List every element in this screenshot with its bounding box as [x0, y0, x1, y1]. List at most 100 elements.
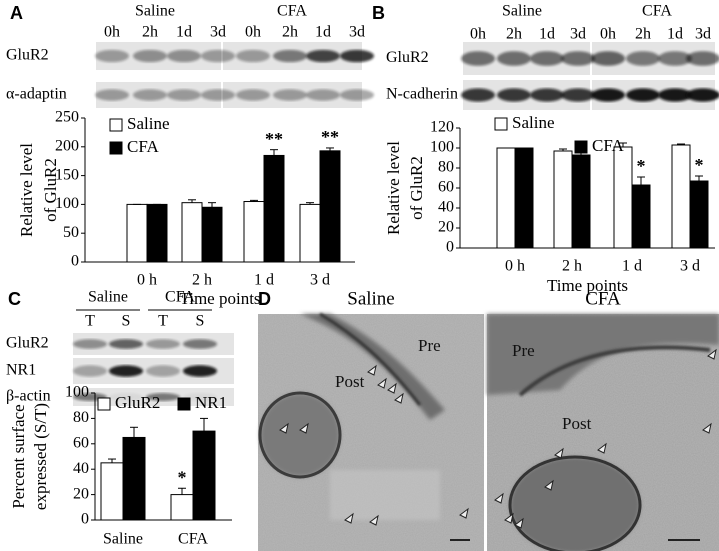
x-tick-label: 0 h: [505, 258, 525, 275]
arrowhead: [554, 447, 564, 459]
bar: [613, 146, 633, 249]
bar: [671, 144, 691, 249]
y-tick-label: 100: [65, 384, 89, 401]
y-tick-label: 200: [55, 137, 79, 154]
micrograph: [487, 314, 719, 551]
significance-marker: *: [637, 156, 646, 176]
legend-label: CFA: [592, 136, 625, 155]
blot-row-label: GluR2: [6, 335, 49, 352]
legend-label: Saline: [127, 114, 170, 133]
arrowhead: [369, 514, 379, 526]
blot-group-label: Saline: [135, 3, 175, 20]
blot-lane-label: T: [85, 313, 95, 330]
bar: [201, 206, 223, 263]
x-axis-label: Time points: [547, 276, 628, 295]
blot-band: [591, 88, 625, 102]
blot-band: [461, 51, 495, 66]
blot-band: [109, 339, 143, 349]
blot-band: [167, 49, 201, 63]
x-tick-label: 1 d: [254, 272, 274, 289]
blot-group-label: CFA: [277, 3, 307, 20]
legend-swatch: [109, 118, 123, 132]
y-tick-label: 100: [430, 139, 454, 156]
arrowhead: [459, 507, 469, 519]
bar: [689, 180, 709, 249]
micrograph-label: Post: [335, 372, 365, 391]
y-tick-label: 40: [73, 460, 89, 477]
y-tick-label: 80: [73, 409, 89, 426]
blot-band: [201, 49, 235, 63]
blot-lane-label: 2h: [506, 26, 522, 43]
blot-lane-label: S: [122, 313, 131, 330]
x-axis-label: Time points: [179, 289, 260, 308]
blot-group-label: Saline: [502, 3, 542, 20]
blot-band: [146, 393, 180, 401]
y-axis-label: expressed (S/T): [31, 403, 50, 510]
arrowhead: [377, 377, 387, 389]
x-tick-label: 2 h: [192, 272, 212, 289]
blot-lane-label: 0h: [104, 24, 120, 41]
blot-row-label: NR1: [6, 362, 36, 379]
micrograph-title: Saline: [347, 288, 395, 309]
blot-band: [686, 51, 719, 66]
blot-row-label: α-adaptin: [6, 86, 67, 103]
arrowhead: [279, 422, 289, 434]
panel-label: C: [8, 289, 21, 309]
blot-band: [626, 51, 660, 66]
y-tick-label: 0: [446, 239, 454, 256]
blot-band: [306, 49, 340, 63]
legend-label: NR1: [195, 393, 227, 412]
blot-band: [658, 88, 692, 102]
arrowhead: [344, 512, 354, 524]
y-tick-label: 120: [430, 119, 454, 136]
legend-swatch: [109, 141, 123, 155]
blot-row-label: GluR2: [386, 49, 429, 66]
blot-band: [133, 49, 167, 63]
bar: [181, 202, 203, 263]
blot-lane-label: 1d: [315, 24, 331, 41]
panel-label: B: [372, 3, 385, 23]
x-tick-label: 3 d: [680, 258, 700, 275]
blot-lane-label: 0h: [245, 24, 261, 41]
blot-band: [146, 339, 180, 349]
panel-label: D: [258, 289, 271, 309]
arrowhead: [494, 492, 504, 504]
y-tick-label: 20: [73, 485, 89, 502]
blot-band: [146, 365, 180, 377]
micrograph-label: Pre: [512, 341, 535, 360]
y-tick-label: 20: [438, 219, 454, 236]
panel-label: A: [10, 3, 23, 23]
blot-band: [273, 89, 307, 101]
blot-lane-label: 0h: [600, 26, 616, 43]
blot-band: [497, 51, 531, 66]
blot-band: [273, 49, 307, 63]
blot-band: [626, 88, 660, 102]
bar: [170, 494, 194, 521]
y-tick-label: 250: [55, 109, 79, 126]
y-axis-label: of GluR2: [41, 158, 60, 222]
blot-band: [591, 51, 625, 66]
y-axis-label: Relative level: [17, 143, 36, 237]
blot-band: [461, 88, 495, 102]
blot-band: [183, 393, 217, 401]
bar: [299, 203, 321, 263]
y-tick-label: 100: [55, 195, 79, 212]
arrowhead: [707, 348, 717, 360]
legend-label: GluR2: [115, 393, 160, 412]
blot-band: [340, 89, 374, 101]
x-tick-label: 2 h: [562, 258, 582, 275]
y-tick-label: 50: [63, 224, 79, 241]
micrograph-label: Post: [562, 414, 592, 433]
legend-label: Saline: [512, 113, 555, 132]
arrowhead: [597, 442, 607, 454]
bar: [319, 150, 341, 263]
blot-band: [109, 365, 143, 377]
arrowhead: [367, 364, 377, 376]
blot-lane-label: 1d: [667, 26, 683, 43]
arrowhead: [514, 517, 524, 529]
arrowhead: [394, 392, 404, 404]
y-axis-label: of GluR2: [407, 156, 426, 220]
blot-band: [167, 89, 201, 101]
blot-group-label: Saline: [88, 289, 128, 306]
